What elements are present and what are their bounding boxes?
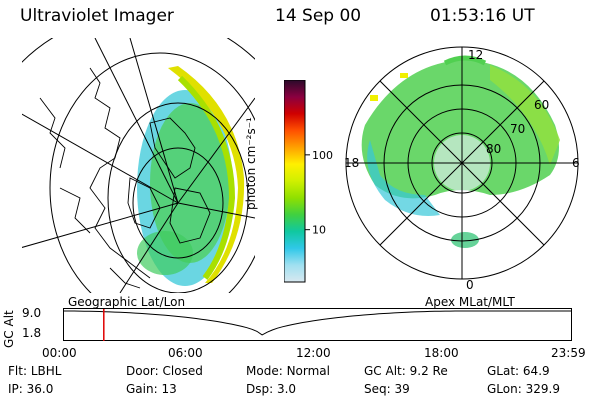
info-glat: GLat: 64.9 (487, 364, 550, 378)
xtick-2: 12:00 (296, 346, 331, 360)
auroral-emission-geo (137, 66, 245, 286)
mlt-label-bottom: 0 (466, 278, 474, 290)
ytick-top: 9.0 (22, 306, 42, 320)
instrument-title: Ultraviolet Imager (20, 6, 174, 26)
info-ip: IP: 36.0 (8, 382, 54, 396)
altitude-curve (64, 310, 572, 336)
xtick-0: 00:00 (42, 346, 77, 360)
colorbar-label: photon cm⁻²s⁻¹ (244, 117, 258, 210)
mlt-label-right: 6 (572, 156, 580, 170)
mlt-label-top: 12 (468, 48, 483, 62)
ytick-bottom: 1.8 (22, 326, 42, 340)
ring-label-60: 60 (534, 98, 549, 112)
ring-label-70: 70 (510, 122, 525, 136)
info-glon: GLon: 329.9 (487, 382, 560, 396)
xtick-4: 23:59 (551, 346, 586, 360)
date-label: 14 Sep 00 (275, 6, 362, 26)
info-gain: Gain: 13 (126, 382, 177, 396)
info-mode: Mode: Normal (246, 364, 330, 378)
geographic-map-panel (22, 38, 255, 293)
mlt-label-left: 18 (344, 156, 359, 170)
polar-grid (345, 46, 579, 280)
geographic-grid (22, 38, 255, 293)
altitude-timeline (63, 308, 572, 341)
colorbar: 100 10 (284, 80, 333, 283)
info-flt: Flt: LBHL (8, 364, 62, 378)
xtick-3: 18:00 (424, 346, 459, 360)
time-label: 01:53:16 UT (430, 6, 535, 26)
colorbar-tick-label: 10 (312, 224, 326, 237)
polar-plot-panel: 12 18 6 0 60 70 80 (344, 46, 580, 290)
info-door: Door: Closed (126, 364, 203, 378)
colorbar-tick-label: 100 (312, 149, 333, 162)
info-seq: Seq: 39 (364, 382, 410, 396)
info-dsp: Dsp: 3.0 (246, 382, 297, 396)
xtick-1: 06:00 (168, 346, 203, 360)
ring-label-80: 80 (486, 142, 501, 156)
gc-alt-ylabel: GC Alt (2, 310, 16, 348)
auroral-emission-polar (361, 55, 560, 248)
apex-caption: Apex MLat/MLT (425, 295, 515, 309)
geographic-caption: Geographic Lat/Lon (68, 295, 186, 309)
info-gc-alt: GC Alt: 9.2 Re (364, 364, 448, 378)
coastlines (39, 67, 211, 289)
